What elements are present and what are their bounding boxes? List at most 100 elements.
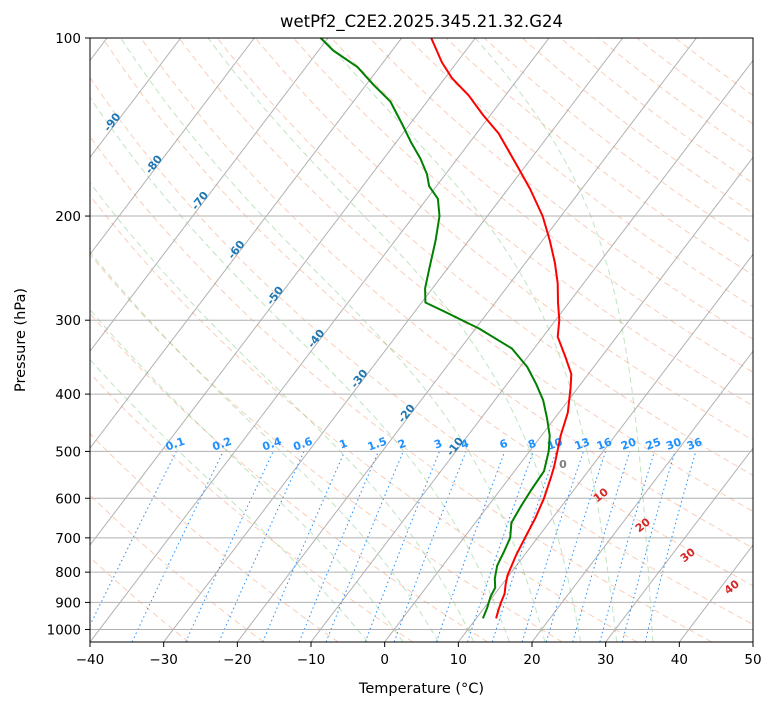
x-tick-label: −10: [297, 652, 326, 668]
y-tick-label: 200: [55, 209, 81, 225]
isotherm: [457, 253, 753, 642]
y-tick-label: 300: [55, 313, 81, 329]
moist-adiabat: [90, 181, 475, 642]
y-tick-label: 500: [55, 444, 81, 460]
dry-adiabat: [90, 432, 339, 642]
mixing-ratio-label: 4: [459, 437, 471, 452]
wetbulb-label: 10: [591, 485, 611, 505]
x-tick-label: −20: [223, 652, 252, 668]
dewpoint-line: [319, 38, 551, 619]
profile-series: [319, 38, 573, 619]
mixing-ratio-line: [364, 451, 440, 642]
y-tick-label: 400: [55, 387, 81, 403]
mixing-ratio-label: 16: [595, 435, 614, 453]
mixing-ratio-line: [491, 451, 557, 642]
mixing-ratio-label: 0.4: [261, 435, 284, 454]
mixing-ratio-line: [90, 451, 177, 627]
dry-adiabat: [560, 38, 753, 184]
dry-adiabat: [369, 38, 753, 340]
isotherm-label: -100: [55, 68, 82, 98]
mixing-ratio-label: 0.1: [164, 435, 187, 454]
x-axis: −40 −30 −20 −10 0 10 20 30 40 50: [76, 642, 762, 668]
x-tick-label: 20: [523, 652, 540, 668]
mixing-ratio-label: 3: [432, 437, 444, 452]
dry-adiabat: [90, 76, 753, 625]
temperature-line: [430, 38, 573, 619]
mixing-ratio-label: 36: [685, 435, 704, 453]
wetbulb-label: 20: [633, 515, 653, 535]
y-tick-label: 700: [55, 531, 81, 547]
mixing-ratio-line: [521, 451, 584, 642]
mixing-ratio-line: [185, 451, 274, 642]
mixing-ratio-label: 25: [644, 435, 663, 452]
isotherm: [310, 59, 753, 642]
isotherm: [90, 38, 182, 159]
dry-adiabat: [636, 38, 753, 125]
plot-frame: [89, 37, 754, 643]
mixing-ratio-label: 30: [664, 435, 683, 453]
isotherm-label: -50: [264, 284, 287, 308]
mixing-ratio-label: 0.6: [291, 435, 314, 454]
dry-adiabat: [90, 372, 414, 642]
moist-adiabat: [90, 358, 369, 642]
moist-adiabat: [90, 251, 439, 642]
mixing-ratio-line: [621, 451, 676, 642]
mixing-ratio-line: [467, 451, 534, 642]
dry-adiabat: [483, 38, 753, 245]
mixing-ratio-line: [435, 451, 506, 642]
wetbulb-label: 40: [722, 577, 742, 597]
isotherm-label: -70: [189, 189, 212, 213]
dry-adiabat: [90, 253, 563, 642]
wetbulb-label: 30: [678, 545, 698, 565]
isotherm-label: -30: [348, 367, 371, 391]
moist-adiabat: [207, 38, 582, 642]
dry-adiabat: [254, 38, 753, 441]
mixing-ratio-line: [599, 451, 655, 642]
dry-adiabat: [522, 38, 753, 214]
y-tick-label: 100: [55, 31, 81, 47]
mixing-ratio-label: 0.2: [211, 435, 234, 454]
moist-adiabat: [323, 38, 618, 642]
isotherm: [236, 38, 697, 642]
chart-title: wetPf2_C2E2.2025.345.21.32.G24: [280, 12, 563, 32]
isotherm-label: -40: [305, 327, 328, 351]
y-axis-title: Pressure (hPa): [13, 288, 29, 392]
mixing-ratio-label: 8: [526, 437, 538, 452]
isotherm: [163, 38, 624, 642]
x-axis-title: Temperature (°C): [358, 681, 484, 697]
background-lines: [90, 38, 753, 642]
moist-adiabat: [90, 96, 510, 642]
y-tick-label: 800: [55, 565, 81, 581]
x-tick-label: −30: [149, 652, 178, 668]
mixing-ratio-line: [393, 451, 467, 642]
x-tick-label: 30: [597, 652, 614, 668]
mixing-ratio-line: [572, 451, 631, 642]
mixing-ratio-label: 2: [396, 437, 408, 452]
mixing-ratio-line: [545, 451, 607, 642]
wetbulb-zero-label: 0: [559, 458, 567, 471]
moist-adiabat: [120, 38, 546, 642]
dry-adiabat: [90, 494, 264, 642]
mixing-ratio-label: 6: [498, 437, 510, 452]
dry-adiabat: [293, 38, 753, 407]
dry-adiabat: [90, 135, 712, 642]
isotherm: [531, 350, 753, 642]
isotherm: [605, 447, 753, 642]
y-axis: 100 200 300 400 500 600 700 800 900 1000: [47, 31, 90, 638]
dry-adiabat: [331, 38, 753, 373]
dry-adiabat: [216, 38, 753, 476]
isotherm-label: -80: [143, 152, 166, 176]
x-tick-label: −40: [76, 652, 105, 668]
mixing-ratio-label: 1: [338, 437, 350, 452]
mixing-ratio-line: [131, 451, 224, 642]
mixing-ratio-line: [325, 451, 404, 642]
dry-adiabat: [140, 38, 753, 549]
mixing-ratio-label: 13: [573, 435, 592, 452]
x-tick-label: 10: [450, 652, 467, 668]
isotherm: [752, 641, 753, 642]
mixing-ratio-label: 1.5: [366, 435, 389, 454]
y-tick-label: 1000: [47, 622, 81, 638]
x-tick-label: 0: [380, 652, 389, 668]
dry-adiabat: [90, 312, 488, 642]
